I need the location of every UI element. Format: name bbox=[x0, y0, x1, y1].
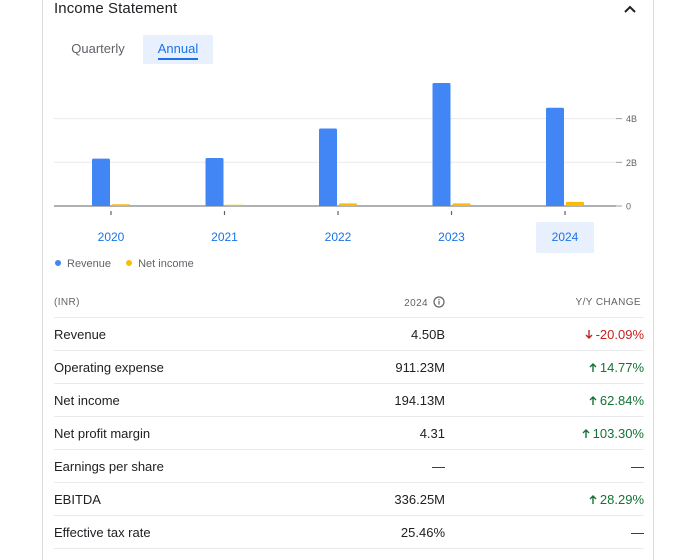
row-label: Revenue bbox=[54, 317, 264, 351]
arrow-up-icon bbox=[589, 494, 597, 504]
row-label: EBITDA bbox=[54, 482, 264, 516]
table-row: Net income 194.13M 62.84% bbox=[54, 383, 644, 417]
arrow-down-icon bbox=[585, 329, 593, 339]
x-tick-label-2022[interactable]: 2022 bbox=[325, 230, 352, 244]
table-row: Net profit margin 4.31 103.30% bbox=[54, 416, 644, 450]
table-row: Earnings per share — — bbox=[54, 449, 644, 483]
x-tick-label-2021[interactable]: 2021 bbox=[211, 230, 238, 244]
tab-annual-label: Annual bbox=[157, 41, 199, 56]
table-row: Operating expense 911.23M 14.77% bbox=[54, 350, 644, 384]
row-label: Operating expense bbox=[54, 350, 264, 384]
legend-item-revenue: Revenue bbox=[55, 258, 111, 270]
net-income-bar[interactable] bbox=[112, 204, 130, 206]
arrow-up-icon bbox=[589, 362, 597, 372]
row-value: 4.31 bbox=[264, 416, 445, 450]
row-change-value: — bbox=[631, 524, 644, 540]
revenue-bar[interactable] bbox=[432, 83, 451, 206]
x-tick-label-2023[interactable]: 2023 bbox=[438, 230, 465, 244]
row-label: Net income bbox=[54, 383, 264, 417]
row-change: 103.30% bbox=[445, 416, 644, 450]
row-change-value: -20.09% bbox=[595, 326, 644, 342]
arrow-up-icon bbox=[589, 395, 597, 405]
legend-label-net-income: Net income bbox=[138, 258, 194, 270]
chart-legend: Revenue Net income bbox=[55, 258, 206, 270]
row-change: — bbox=[445, 449, 644, 483]
row-change: 62.84% bbox=[445, 383, 644, 417]
revenue-legend-dot bbox=[55, 260, 61, 266]
row-label: Effective tax rate bbox=[54, 515, 264, 549]
row-value: 194.13M bbox=[264, 383, 445, 417]
x-tick-label-2020[interactable]: 2020 bbox=[98, 230, 125, 244]
row-change-value: — bbox=[631, 458, 644, 474]
revenue-bar[interactable] bbox=[546, 107, 564, 206]
row-value: 911.23M bbox=[264, 350, 445, 384]
row-change-value: 14.77% bbox=[599, 359, 644, 375]
row-value: — bbox=[264, 449, 445, 483]
col-header-change: Y/Y CHANGE bbox=[445, 287, 644, 318]
table-row: Revenue 4.50B -20.09% bbox=[54, 317, 644, 351]
net-income-bar[interactable] bbox=[339, 203, 357, 206]
row-change: 28.29% bbox=[445, 482, 644, 516]
table-row: EBITDA 336.25M 28.29% bbox=[54, 482, 644, 516]
card-title: Income Statement bbox=[54, 0, 178, 17]
y-tick-label: 4B bbox=[626, 114, 637, 124]
row-change-value: 62.84% bbox=[599, 392, 644, 408]
legend-item-net-income: Net income bbox=[126, 258, 194, 270]
row-change: -20.09% bbox=[445, 317, 644, 351]
net-income-bar[interactable] bbox=[452, 203, 471, 206]
net-income-bar[interactable] bbox=[566, 201, 584, 206]
arrow-up-icon bbox=[582, 428, 590, 438]
y-tick-label: 0 bbox=[626, 202, 631, 212]
legend-label-revenue: Revenue bbox=[67, 258, 112, 270]
net-income-legend-dot bbox=[126, 260, 133, 266]
row-change: 14.77% bbox=[445, 350, 644, 384]
card-header[interactable]: Income Statement bbox=[54, 0, 644, 22]
income-chart: 0 2B 4B 2020 2021 2022 2023 2024 bbox=[54, 83, 637, 253]
income-table: (INR) 2024 Y/Y CHANGE Revenue 4.50B -20.09… bbox=[54, 287, 644, 549]
table-header-row: (INR) 2024 Y/Y CHANGE bbox=[54, 287, 644, 318]
y-tick-label: 2B bbox=[626, 158, 637, 168]
tab-quarterly[interactable]: Quarterly bbox=[71, 41, 125, 56]
x-tick-label-2024[interactable]: 2024 bbox=[552, 230, 579, 244]
col-header-year: 2024 bbox=[264, 287, 445, 318]
info-icon[interactable] bbox=[433, 295, 445, 308]
row-label: Earnings per share bbox=[54, 449, 264, 483]
row-change-value: 28.29% bbox=[599, 491, 644, 507]
revenue-bar[interactable] bbox=[205, 157, 224, 206]
revenue-bar[interactable] bbox=[92, 158, 110, 206]
chevron-up-icon[interactable] bbox=[620, 0, 640, 20]
row-change-value: 103.30% bbox=[592, 425, 644, 441]
tab-annual[interactable]: Annual bbox=[143, 35, 213, 64]
selected-year-highlight bbox=[536, 222, 594, 253]
row-label: Net profit margin bbox=[54, 416, 264, 450]
row-change: — bbox=[445, 515, 644, 549]
active-tab-indicator bbox=[158, 58, 198, 60]
revenue-bar[interactable] bbox=[319, 128, 337, 206]
net-income-bar[interactable] bbox=[225, 204, 244, 206]
row-value: 25.46% bbox=[264, 515, 445, 549]
table-row: Effective tax rate 25.46% — bbox=[54, 515, 644, 549]
row-value: 336.25M bbox=[264, 482, 445, 516]
row-value: 4.50B bbox=[264, 317, 445, 351]
col-header-currency: (INR) bbox=[54, 287, 264, 318]
col-header-year-label: 2024 bbox=[404, 297, 428, 309]
